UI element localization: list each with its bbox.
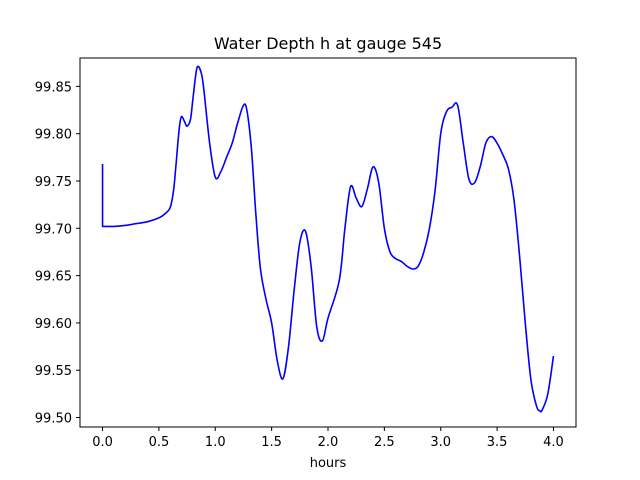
water-depth-series-line — [101, 65, 555, 413]
x-tick-label: 1.5 — [261, 435, 282, 450]
x-tick-label: 1.0 — [205, 435, 226, 450]
plot-area — [101, 65, 555, 413]
x-tick-label: 0.0 — [92, 435, 113, 450]
axis-ticks: 0.0 0.5 1.0 1.5 2.0 2.5 3.0 3.5 4.0 99.50 99.55 99.… — [35, 80, 564, 450]
x-axis-label: hours — [310, 456, 347, 471]
y-tick-label: 99.70 — [35, 222, 72, 237]
x-tick-label: 3.0 — [430, 435, 451, 450]
y-tick-label: 99.75 — [35, 175, 72, 190]
y-tick-label: 99.50 — [35, 412, 72, 427]
x-tick-label: 2.5 — [374, 435, 395, 450]
axes-frame — [79, 57, 577, 428]
y-tick-label: 99.85 — [35, 80, 72, 95]
y-tick-label: 99.60 — [35, 317, 72, 332]
y-tick-label: 99.80 — [35, 128, 72, 143]
y-tick-label: 99.65 — [35, 270, 72, 285]
x-tick-label: 0.5 — [149, 435, 170, 450]
chart-title: Water Depth h at gauge 545 — [214, 34, 442, 53]
x-tick-label: 2.0 — [318, 435, 339, 450]
y-tick-label: 99.55 — [35, 364, 72, 379]
x-tick-label: 3.5 — [487, 435, 508, 450]
x-tick-label: 4.0 — [543, 435, 564, 450]
